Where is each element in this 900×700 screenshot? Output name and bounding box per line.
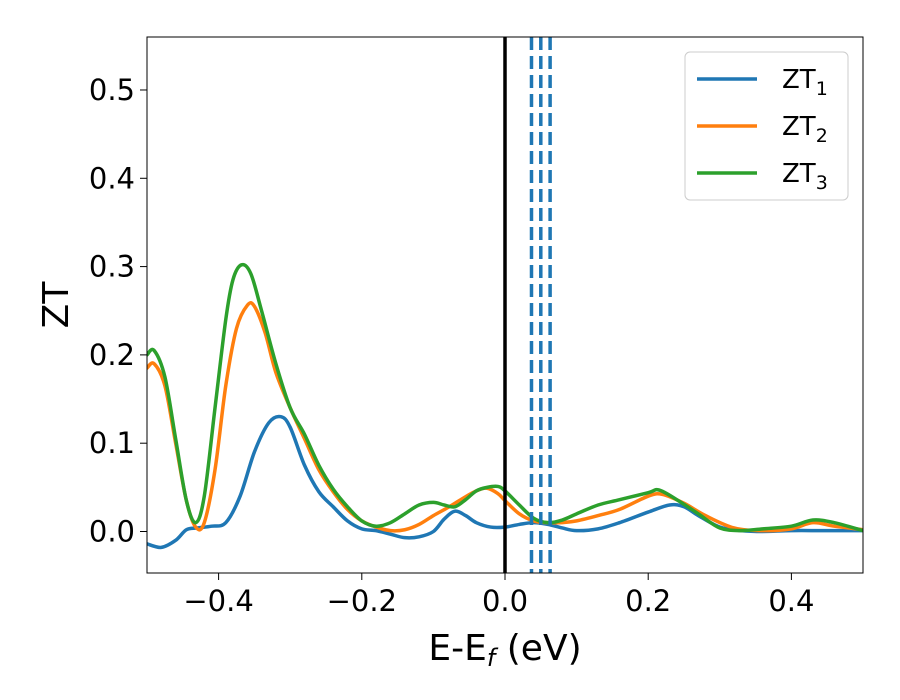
x-axis-title: E-Ef (eV) [428,628,581,672]
x-tick-label: 0.2 [625,584,671,618]
legend-box [684,51,849,201]
legend-label-zt2: ZT2 [782,112,828,147]
legend-label-zt3: ZT3 [782,159,828,194]
x-tick-label: 0.4 [768,584,814,618]
axes: −0.4 −0.2 0.0 0.2 0.4 0.0 0.1 0.2 0.3 0.4 0.5 [89,73,815,618]
legend: ZT1 ZT2 ZT3 [684,51,849,201]
y-tick-label: 0.5 [89,73,135,107]
y-tick-label: 0.4 [89,161,135,195]
x-tick-label: 0.0 [482,584,528,618]
y-tick-label: 0.3 [89,250,135,284]
x-tick-label: −0.4 [183,584,253,618]
y-tick-label: 0.0 [89,514,135,548]
y-tick-label: 0.1 [89,426,135,460]
plot-area [147,37,863,573]
series-line-zt2 [147,301,863,533]
legend-label-zt1: ZT1 [782,65,828,100]
y-tick-label: 0.2 [89,338,135,372]
y-axis-title: ZT [36,281,77,329]
series-line-zt3 [147,262,863,533]
x-tick-label: −0.2 [327,584,397,618]
